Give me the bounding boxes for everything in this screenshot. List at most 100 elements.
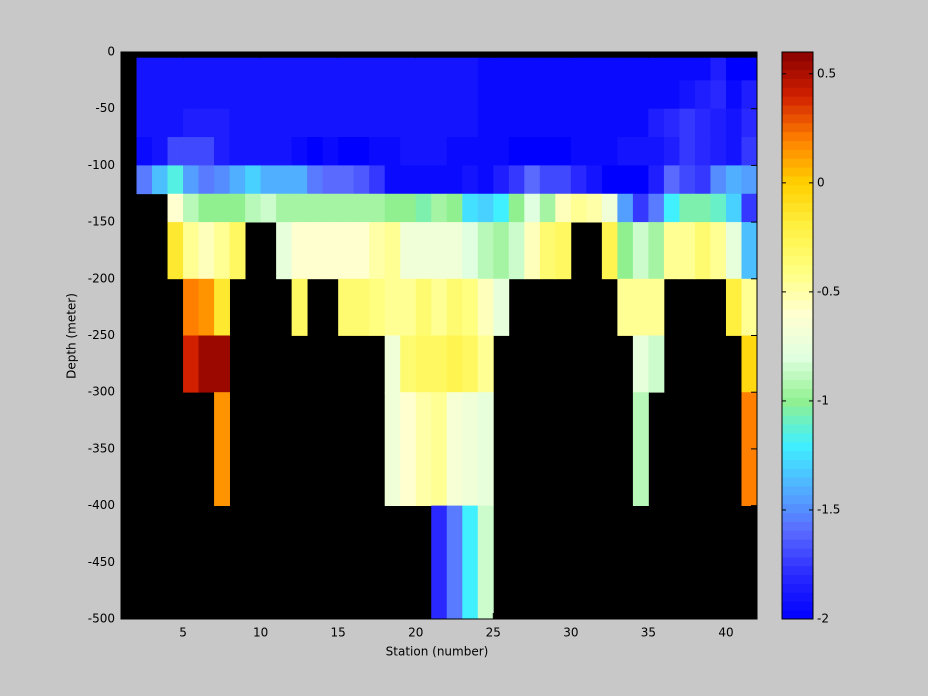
heat-cell [183, 335, 199, 393]
heat-cell [245, 137, 262, 166]
heat-cell [183, 222, 199, 280]
heat-cell [694, 80, 711, 110]
heat-cell [415, 80, 432, 110]
colorbar-swatch [782, 468, 813, 478]
colorbar-swatch [782, 512, 813, 522]
heat-cell [555, 193, 572, 223]
heat-cell [307, 165, 324, 195]
heat-cell [431, 57, 448, 81]
y-tick-label: -100 [88, 158, 115, 172]
colorbar-swatch [782, 459, 813, 469]
heat-cell [555, 108, 572, 138]
heat-cell [508, 222, 525, 280]
colorbar-swatch [782, 450, 813, 460]
heat-cell [167, 57, 184, 81]
heat-cell [152, 80, 168, 110]
heat-cell [632, 335, 649, 393]
heat-cell [617, 108, 634, 138]
heat-cell [570, 108, 587, 138]
heat-cell [679, 137, 696, 166]
heat-cell [276, 57, 293, 81]
heat-cell [741, 57, 758, 81]
heat-cell [555, 165, 572, 195]
heat-cell [694, 108, 711, 138]
heat-cell [198, 165, 215, 195]
heat-cell [229, 137, 246, 166]
heat-cell [338, 193, 355, 223]
heat-cell [632, 222, 649, 280]
heat-cell [539, 57, 556, 81]
heat-cell [369, 193, 386, 223]
heat-cell [725, 278, 742, 336]
heat-cell [648, 278, 665, 336]
y-tick-label: -400 [88, 498, 115, 512]
heat-cell [586, 137, 603, 166]
heat-cell [384, 108, 401, 138]
heat-cell [260, 137, 277, 166]
heat-cell [462, 57, 479, 81]
colorbar-swatch [782, 69, 813, 79]
heat-cell [214, 278, 230, 336]
x-tick-label: 5 [179, 626, 187, 640]
heat-cell [725, 222, 742, 280]
colorbar-swatch [782, 282, 813, 292]
heat-cell [183, 193, 199, 223]
heat-cell [679, 165, 696, 195]
colorbar-swatch [782, 406, 813, 416]
colorbar-tick-label: -2 [817, 612, 829, 626]
heat-cell [322, 222, 339, 280]
x-tick-label: 25 [486, 626, 501, 640]
colorbar-swatch [782, 122, 813, 133]
heat-cell [400, 193, 417, 223]
heat-cell [307, 108, 324, 138]
heat-cell [415, 392, 432, 506]
heat-cell [679, 108, 696, 138]
heat-cell [679, 222, 696, 280]
heat-cell [198, 222, 215, 280]
heat-cell [431, 278, 448, 336]
y-tick-label: -500 [88, 612, 115, 626]
heat-cell [183, 165, 199, 195]
heat-cell [307, 193, 324, 223]
heat-cell [384, 278, 401, 336]
colorbar-tick-label: -1.5 [817, 502, 840, 516]
colorbar-swatch [782, 494, 813, 505]
heat-cell [229, 57, 246, 81]
heat-cell [446, 278, 463, 336]
colorbar-swatch [782, 184, 813, 195]
heat-cell [384, 165, 401, 195]
heat-cell [214, 165, 230, 195]
heat-cell [136, 137, 153, 166]
heat-cell [400, 392, 417, 506]
x-tick-label: 30 [563, 626, 578, 640]
heat-cell [183, 108, 199, 138]
heat-cell [508, 165, 525, 195]
heat-cell [477, 392, 494, 506]
heat-cell [431, 193, 448, 223]
heat-cell [198, 80, 215, 110]
y-tick-label: -50 [95, 101, 115, 115]
heat-cell [539, 193, 556, 223]
heat-cell [229, 108, 246, 138]
heat-cell [431, 108, 448, 138]
x-tick-label: 20 [408, 626, 423, 640]
heat-cell [214, 57, 230, 81]
heat-cell [477, 222, 494, 280]
heat-cell [431, 80, 448, 110]
heat-cell [322, 108, 339, 138]
heat-cell [369, 80, 386, 110]
heat-cell [493, 165, 510, 195]
heat-cell [446, 80, 463, 110]
heat-cell [198, 335, 215, 393]
heat-cell [741, 137, 758, 166]
heat-cell [384, 222, 401, 280]
heat-cell [586, 80, 603, 110]
heat-cell [369, 137, 386, 166]
heat-cell [307, 222, 324, 280]
colorbar-swatch [782, 379, 813, 390]
heat-cell [725, 108, 742, 138]
heat-cell [586, 57, 603, 81]
y-tick-label: -350 [88, 441, 115, 455]
heat-cell [586, 165, 603, 195]
heat-cell [291, 193, 308, 223]
